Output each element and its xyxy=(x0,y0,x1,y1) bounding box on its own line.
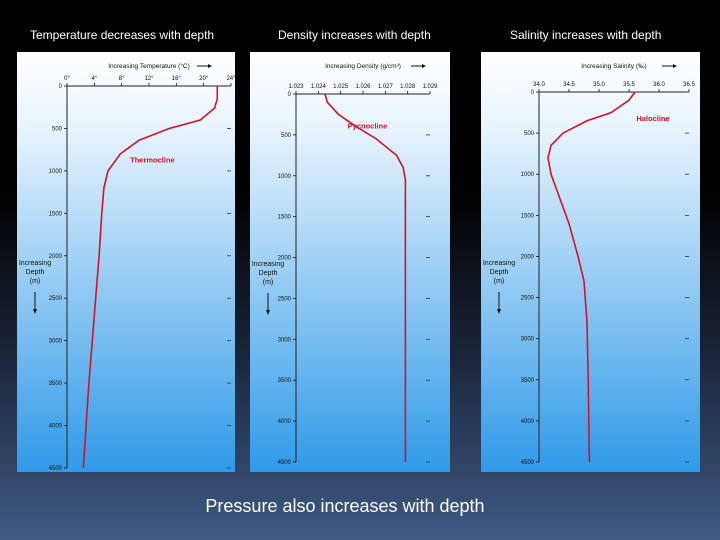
y-axis-label-line: Increasing xyxy=(483,260,515,267)
y-tick-label: 0 xyxy=(59,84,63,90)
y-tick-label: 4000 xyxy=(49,424,63,430)
x-tick-label: 1.026 xyxy=(355,84,371,90)
x-tick-label: 20° xyxy=(199,76,209,82)
y-axis-label-line: Depth xyxy=(26,269,45,276)
x-tick-label: 1.023 xyxy=(288,84,304,90)
x-tick-label: 1.029 xyxy=(422,84,438,90)
y-tick-label: 4500 xyxy=(521,460,535,466)
pressure-caption: Pressure also increases with depth xyxy=(205,496,485,516)
x-axis-arrowhead-icon xyxy=(208,64,212,68)
y-tick-label: 1000 xyxy=(521,172,535,178)
y-axis-label-line: Increasing xyxy=(19,260,51,267)
y-tick-label: 4500 xyxy=(278,460,292,466)
x-tick-label: 1.024 xyxy=(311,84,327,90)
salinity-chart: Increasing Salinity (‰) 34.0 34.5 35.0 35.5 3… xyxy=(481,52,700,472)
y-tick-label: 2000 xyxy=(521,254,535,260)
y-tick-label: 2500 xyxy=(521,296,535,302)
y-tick-label: 1500 xyxy=(49,211,63,217)
y-tick-label: 500 xyxy=(52,126,63,132)
y-tick-label: 0 xyxy=(288,92,292,98)
y-tick-label: 3500 xyxy=(278,378,292,384)
x-axis-label: Increasing Salinity (‰) xyxy=(581,63,646,70)
x-tick-label: 36.0 xyxy=(653,82,665,88)
x-tick-label: 1.025 xyxy=(333,84,349,90)
temperature-chart: Increasing Temperature (°C) 0° 4° 8° 12° 16° 2… xyxy=(17,52,235,472)
y-axis-label-line: (m) xyxy=(263,279,274,286)
x-tick-label: 36.5 xyxy=(683,82,695,88)
x-tick-label: 1.028 xyxy=(400,84,416,90)
x-axis-arrowhead-icon xyxy=(422,64,426,68)
x-tick-label: 4° xyxy=(91,76,97,82)
y-tick-label: 4500 xyxy=(49,466,63,472)
y-axis-label-line: Depth xyxy=(259,270,278,277)
y-tick-label: 1500 xyxy=(278,215,292,221)
x-tick-label: 0° xyxy=(64,76,70,82)
profile-line xyxy=(324,93,407,462)
y-tick-label: 3000 xyxy=(49,339,63,345)
y-tick-label: 4000 xyxy=(521,419,535,425)
y-tick-label: 2000 xyxy=(278,256,292,262)
x-tick-label: 24° xyxy=(226,76,235,82)
cline-annotation: Pycnocline xyxy=(348,121,388,130)
temperature-panel-title: Temperature decreases with depth xyxy=(30,28,215,42)
y-axis-arrowhead-icon xyxy=(266,310,270,315)
x-tick-label: 8° xyxy=(119,76,125,82)
y-axis-arrowhead-icon xyxy=(497,309,501,314)
y-axis-label-line: (m) xyxy=(30,278,41,285)
y-tick-label: 2500 xyxy=(49,296,63,302)
y-axis-label-line: Increasing xyxy=(252,261,284,268)
y-tick-label: 4000 xyxy=(278,419,292,425)
y-tick-label: 0 xyxy=(531,90,535,96)
profile-line xyxy=(82,86,219,469)
x-tick-label: 35.0 xyxy=(593,82,605,88)
y-tick-label: 3000 xyxy=(521,337,535,343)
x-tick-label: 34.0 xyxy=(533,82,545,88)
x-axis-label: Increasing Temperature (°C) xyxy=(108,62,190,70)
salinity-panel-title: Salinity increases with depth xyxy=(510,28,662,42)
x-tick-label: 35.5 xyxy=(623,82,635,88)
y-tick-label: 3000 xyxy=(278,337,292,343)
y-axis-label-line: Depth xyxy=(490,269,509,276)
plot-background xyxy=(17,52,235,472)
y-tick-label: 3500 xyxy=(49,381,63,387)
x-axis-arrowhead-icon xyxy=(673,64,677,68)
plot-background xyxy=(481,52,700,472)
cline-annotation: Thermocline xyxy=(130,155,175,164)
x-axis-label: Increasing Density (g/cm³) xyxy=(325,63,401,70)
y-tick-label: 1500 xyxy=(521,213,535,219)
y-tick-label: 3500 xyxy=(521,378,535,384)
x-tick-label: 16° xyxy=(172,76,182,82)
cline-annotation: Halocline xyxy=(636,114,669,123)
y-tick-label: 500 xyxy=(524,131,535,137)
y-tick-label: 1000 xyxy=(278,174,292,180)
y-tick-label: 2500 xyxy=(278,296,292,302)
profile-line xyxy=(547,91,636,463)
y-tick-label: 1000 xyxy=(49,169,63,175)
x-tick-label: 1.027 xyxy=(378,84,394,90)
y-axis-label-line: (m) xyxy=(494,278,505,285)
density-chart: Increasing Density (g/cm³) 1.023 1.024 1.02… xyxy=(250,52,450,472)
y-axis-arrowhead-icon xyxy=(33,309,37,314)
density-panel-title: Density increases with depth xyxy=(278,28,431,42)
y-tick-label: 2000 xyxy=(49,254,63,260)
x-tick-label: 12° xyxy=(144,76,154,82)
y-tick-label: 500 xyxy=(281,133,292,139)
x-tick-label: 34.5 xyxy=(563,82,575,88)
